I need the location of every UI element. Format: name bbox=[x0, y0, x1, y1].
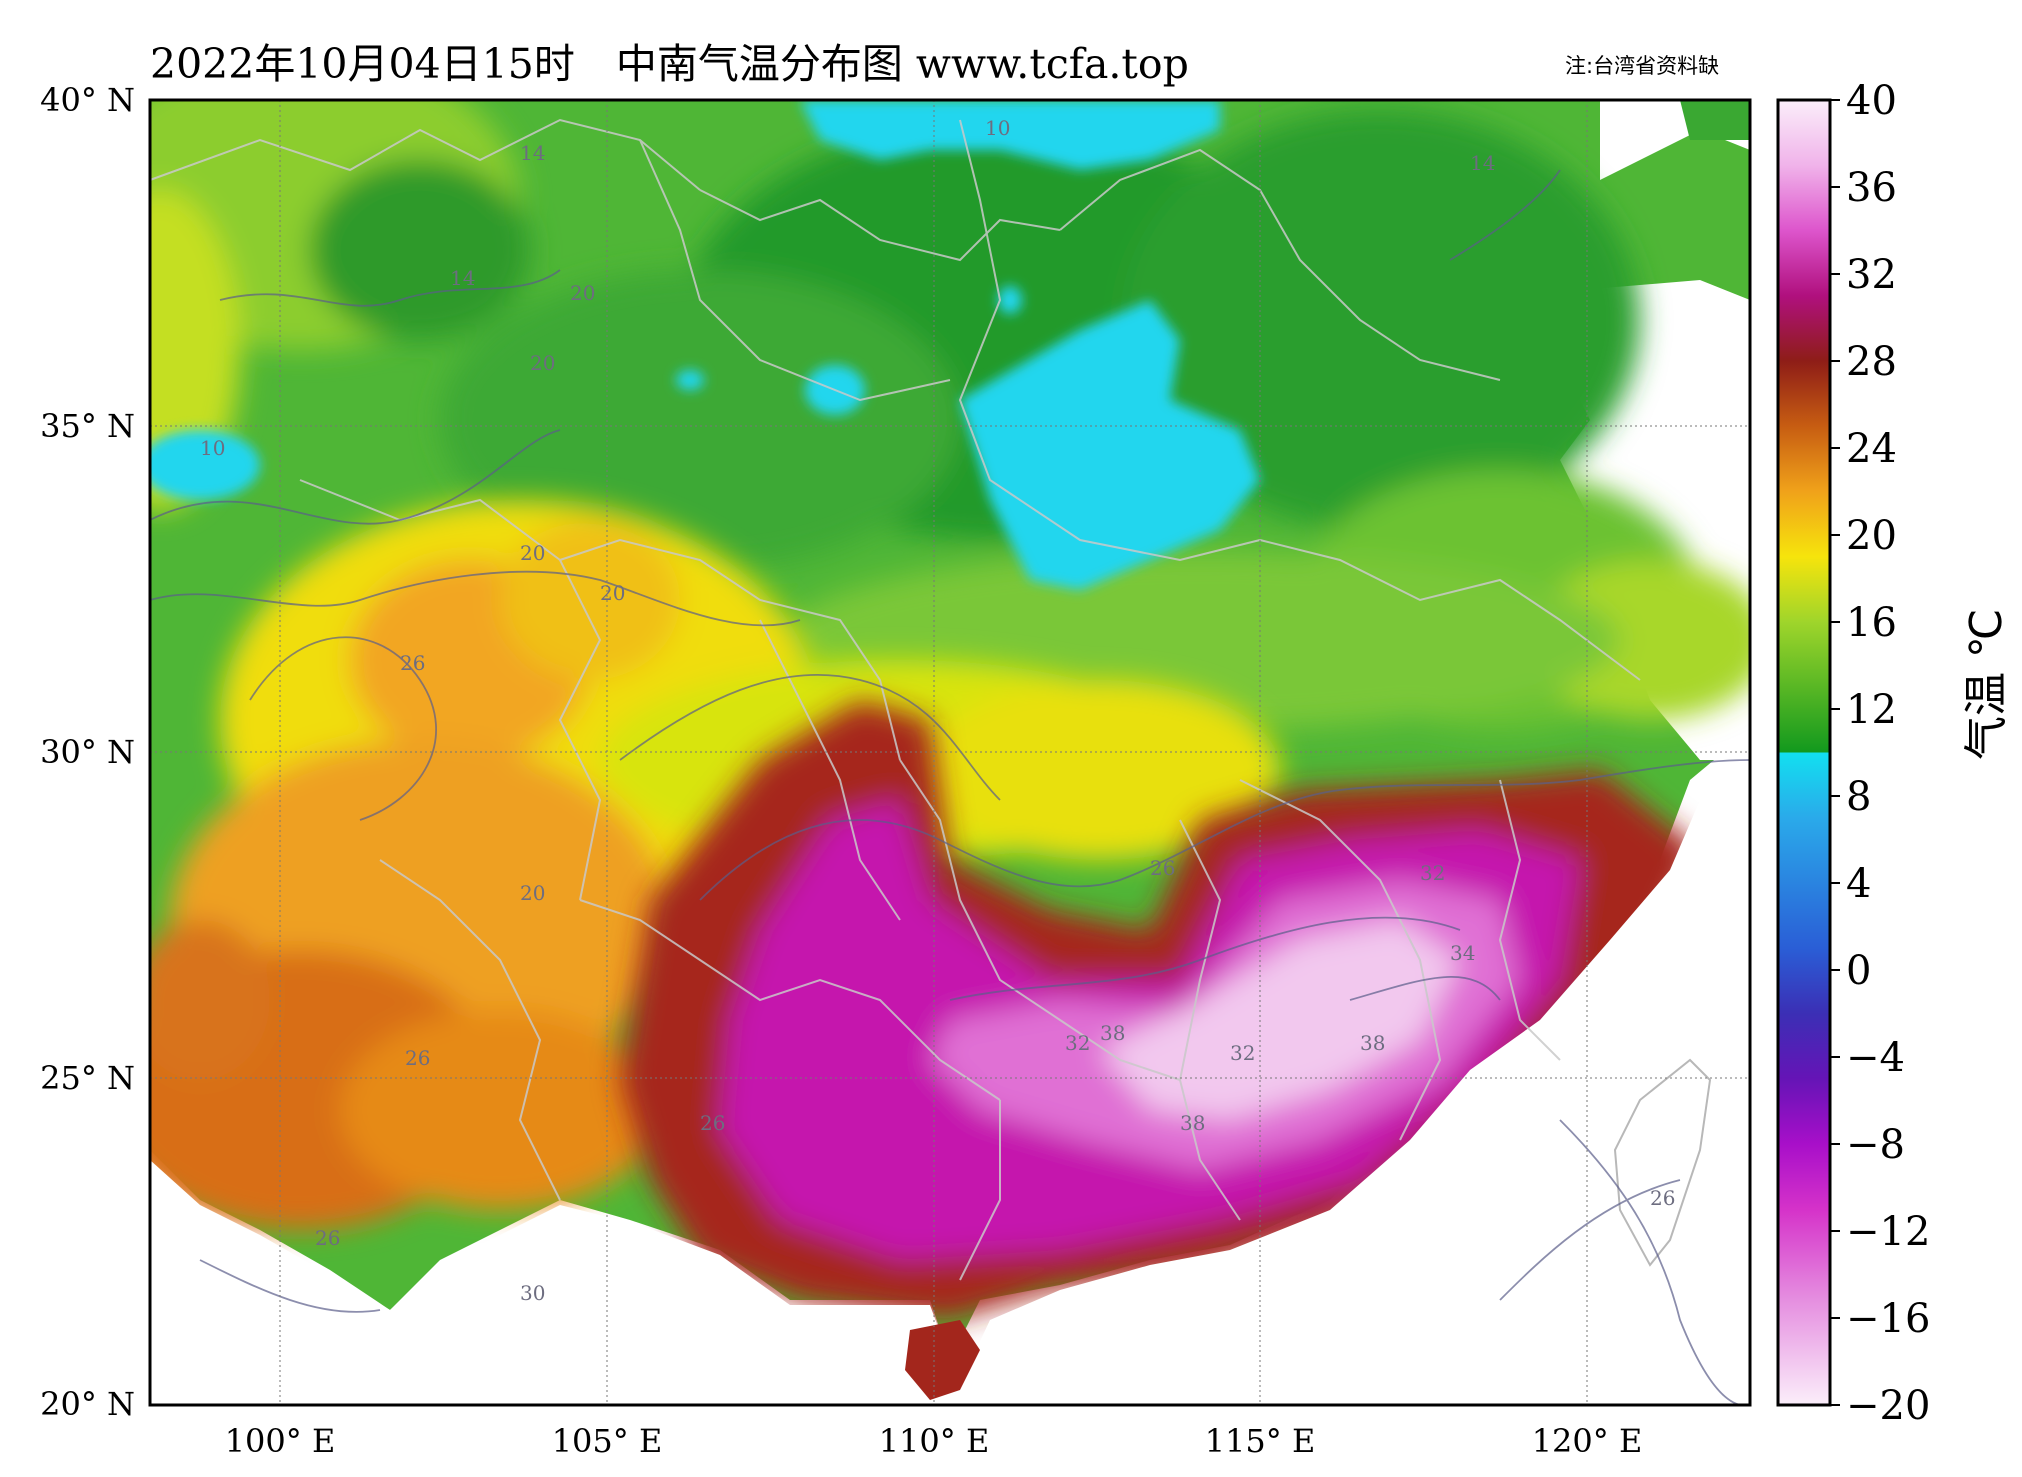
contour-value-labels: 14 14 20 20 20 26 26 26 26 26 30 32 32 3… bbox=[200, 116, 1675, 1305]
contour-label: 38 bbox=[1100, 1021, 1125, 1045]
cold-pocket-central bbox=[960, 300, 1260, 590]
colorbar-tick: 12 bbox=[1846, 687, 1897, 733]
latitude-labels: 40° N 35° N 30° N 25° N 20° N bbox=[40, 81, 135, 1423]
colorbar-tick: −12 bbox=[1846, 1209, 1930, 1255]
contour-label: 26 bbox=[315, 1226, 340, 1250]
taiwan-outline bbox=[1613, 1058, 1712, 1267]
colorbar-unit-label: 气温 ℃ bbox=[1961, 608, 2012, 760]
contour-label: 26 bbox=[405, 1046, 430, 1070]
colorbar-tick: 24 bbox=[1846, 426, 1897, 472]
contour-label: 38 bbox=[1180, 1111, 1205, 1135]
colorbar-gradient bbox=[1776, 98, 1832, 1407]
colorbar-tick: −8 bbox=[1846, 1122, 1905, 1168]
lon-label-110: 110° E bbox=[879, 1422, 990, 1460]
colorbar-tick: −16 bbox=[1846, 1296, 1930, 1342]
colorbar-tick: 40 bbox=[1846, 78, 1897, 124]
contour-label: 20 bbox=[520, 541, 545, 565]
contour-label: 14 bbox=[520, 141, 545, 165]
contour-label: 26 bbox=[1150, 856, 1175, 880]
colorbar-tick: 16 bbox=[1846, 600, 1897, 646]
lon-label-100: 100° E bbox=[225, 1422, 336, 1460]
note-taiwan-missing: 注:台湾省资料缺 bbox=[1565, 54, 1720, 78]
contour-label: 32 bbox=[1420, 861, 1445, 885]
lon-label-105: 105° E bbox=[552, 1422, 663, 1460]
contour-label: 20 bbox=[520, 881, 545, 905]
colorbar-tick: 36 bbox=[1846, 165, 1897, 211]
contour-label: 26 bbox=[700, 1111, 725, 1135]
contour-label: 14 bbox=[1470, 151, 1495, 175]
contour-label: 34 bbox=[1450, 941, 1475, 965]
contour-label: 32 bbox=[1065, 1031, 1090, 1055]
lat-label-40: 40° N bbox=[40, 81, 135, 119]
colorbar-tick: 0 bbox=[1846, 948, 1871, 994]
colorbar-tick: 8 bbox=[1846, 774, 1871, 820]
contour-label: 20 bbox=[600, 581, 625, 605]
lat-label-35: 35° N bbox=[40, 407, 135, 445]
colorbar-tick: 32 bbox=[1846, 252, 1897, 298]
lat-label-20: 20° N bbox=[40, 1385, 135, 1423]
contour-label: 38 bbox=[1360, 1031, 1385, 1055]
lon-label-120: 120° E bbox=[1532, 1422, 1643, 1460]
colorbar-tick: −20 bbox=[1846, 1383, 1930, 1429]
temperature-field bbox=[150, 100, 1750, 1405]
contour-label: 10 bbox=[200, 436, 225, 460]
south-china-sea bbox=[950, 760, 1750, 1405]
cold-pocket-north bbox=[800, 100, 1220, 170]
map-title: 2022年10月04日15时 中南气温分布图 www.tcfa.top bbox=[150, 40, 1189, 88]
contour-label: 32 bbox=[1230, 1041, 1255, 1065]
colorbar-tick: 4 bbox=[1846, 861, 1871, 907]
contour-label: 10 bbox=[985, 116, 1010, 140]
colorbar-tick: 28 bbox=[1846, 339, 1897, 385]
contour-label: 26 bbox=[1650, 1186, 1675, 1210]
contour-label: 20 bbox=[570, 281, 595, 305]
contour-label: 30 bbox=[520, 1281, 545, 1305]
hainan-island bbox=[905, 1320, 980, 1400]
isotherm-contours bbox=[150, 169, 1750, 1405]
longitude-labels: 100° E 105° E 110° E 115° E 120° E bbox=[225, 1422, 1643, 1460]
graticule bbox=[150, 100, 1750, 1405]
cold-pocket-west bbox=[150, 430, 260, 500]
lon-label-115: 115° E bbox=[1205, 1422, 1316, 1460]
map-frame bbox=[148, 98, 1752, 1407]
colorbar: 40 36 32 28 24 20 16 12 8 4 0 −4 −8 −12 … bbox=[1776, 78, 1930, 1429]
colorbar-tick: 20 bbox=[1846, 513, 1897, 559]
contour-label: 26 bbox=[400, 651, 425, 675]
lat-label-30: 30° N bbox=[40, 733, 135, 771]
contour-label: 14 bbox=[450, 266, 475, 290]
contour-label: 20 bbox=[530, 351, 555, 375]
colorbar-tick: −4 bbox=[1846, 1035, 1905, 1081]
lat-label-25: 25° N bbox=[40, 1059, 135, 1097]
